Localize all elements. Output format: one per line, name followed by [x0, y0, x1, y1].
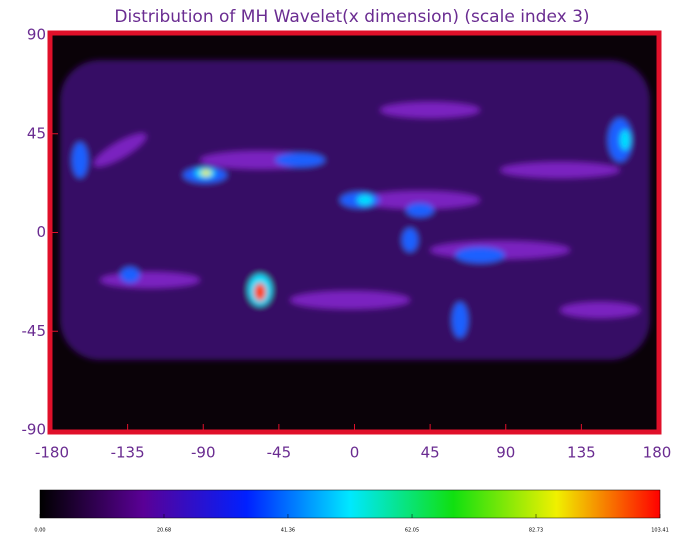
x-tick-label: 90 — [496, 444, 515, 462]
y-tick-label: -90 — [22, 421, 47, 439]
y-tick-label: -45 — [22, 322, 47, 340]
y-tick-label: 0 — [36, 223, 46, 241]
map-frame — [47, 30, 662, 435]
y-tick-label: 45 — [27, 124, 46, 142]
x-tick-label: -135 — [111, 444, 145, 462]
colorbar-tick-label: 20.68 — [157, 528, 171, 534]
x-tick-label: 135 — [567, 444, 596, 462]
heat-high — [72, 118, 632, 338]
heat-max — [201, 170, 266, 301]
x-tick-label: -180 — [35, 444, 69, 462]
chart-title: Distribution of MH Wavelet(x dimension) … — [114, 7, 589, 27]
colorbar-tick-label: 62.05 — [405, 528, 419, 534]
y-tick-label: 90 — [27, 26, 46, 44]
x-tick-label: -45 — [267, 444, 292, 462]
x-tick-label: 45 — [421, 444, 440, 462]
colorbar-tick-label: 0.00 — [34, 528, 45, 534]
x-tick-label: 180 — [643, 444, 672, 462]
colorbar-tick-label: 82.73 — [529, 528, 543, 534]
colorbar-tick-label: 103.41 — [651, 528, 669, 534]
x-tick-label: 0 — [350, 444, 360, 462]
colorbar-tick-label: 41.36 — [281, 528, 295, 534]
heat-haze — [60, 60, 650, 360]
colorbar — [39, 489, 661, 519]
heat-field — [60, 60, 650, 360]
x-tick-label: -90 — [191, 444, 216, 462]
